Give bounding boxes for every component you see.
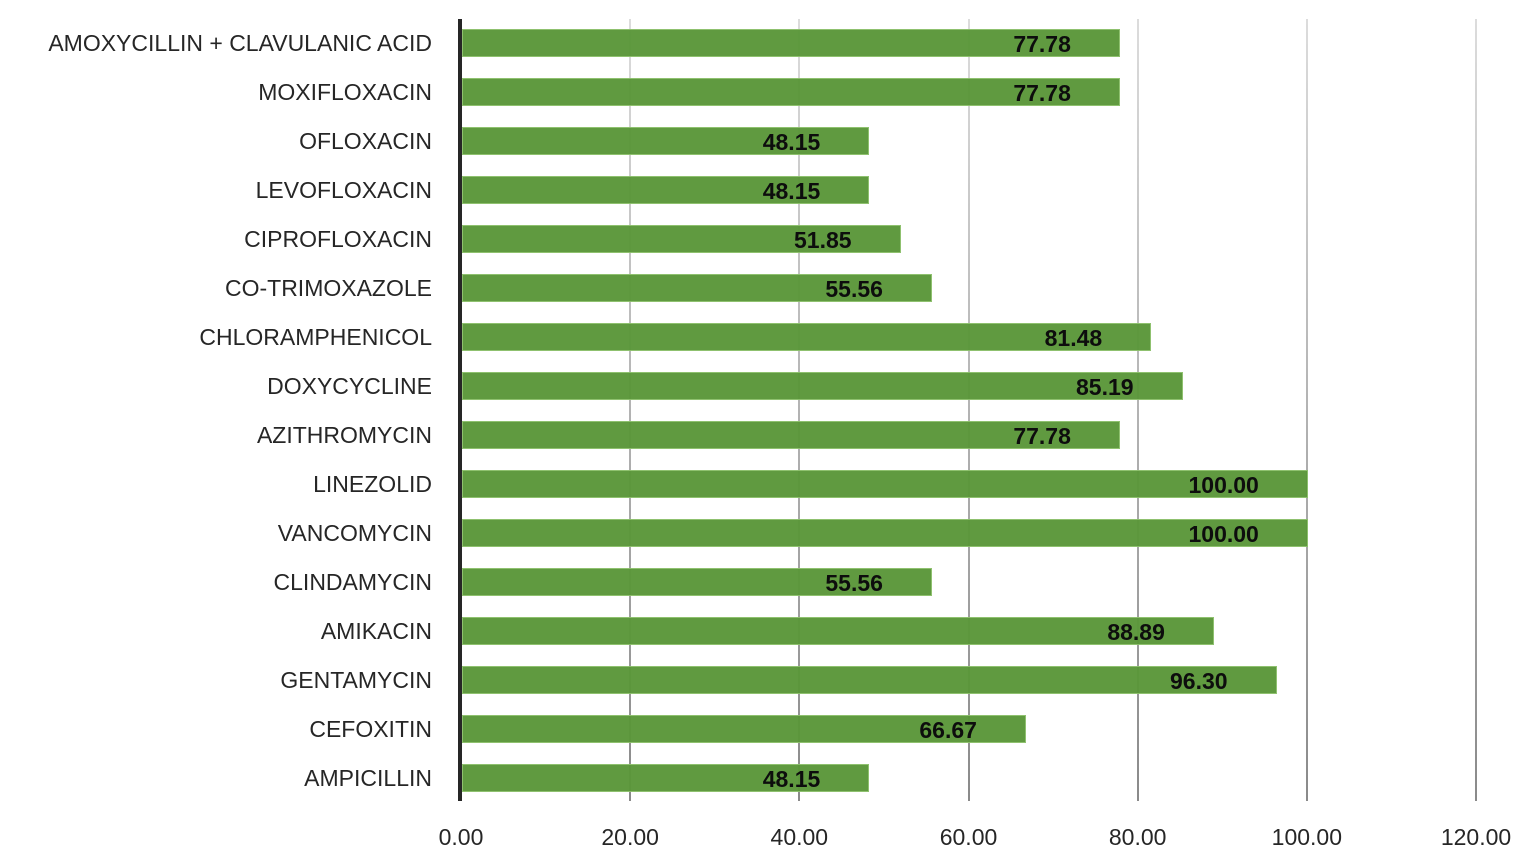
category-label: VANCOMYCIN: [277, 520, 432, 546]
bar: [462, 176, 870, 204]
bar: [462, 519, 1308, 547]
gridline: [629, 19, 632, 801]
bar: [462, 78, 1120, 106]
gridline: [1136, 19, 1139, 801]
x-tick-label: 40.00: [770, 824, 829, 850]
category-label: CIPROFLOXACIN: [244, 226, 432, 252]
bar: [462, 470, 1308, 498]
x-tick-label: 60.00: [939, 824, 998, 850]
x-tick-label: 120.00: [1440, 824, 1512, 850]
bar: [462, 421, 1120, 449]
bar-value-label: 77.78: [1013, 423, 1071, 449]
category-label: LINEZOLID: [313, 471, 432, 497]
category-label: AMOXYCILLIN + CLAVULANIC ACID: [48, 30, 432, 56]
gridline: [1475, 19, 1477, 801]
bar-value-label: 100.00: [1188, 521, 1259, 547]
bar: [462, 617, 1214, 645]
category-label: CLINDAMYCIN: [273, 569, 432, 595]
category-label: CO-TRIMOXAZOLE: [224, 275, 432, 301]
bar: [462, 715, 1026, 743]
bar: [462, 127, 870, 155]
x-tick-label: 80.00: [1108, 824, 1167, 850]
x-tick-label: 0.00: [438, 824, 484, 850]
bar-value-label: 77.78: [1013, 80, 1071, 106]
category-label: AMIKACIN: [320, 618, 432, 644]
category-label: LEVOFLOXACIN: [255, 177, 432, 203]
category-label: AZITHROMYCIN: [256, 422, 432, 448]
y-axis-line: [458, 19, 462, 801]
category-label: DOXYCYCLINE: [267, 373, 432, 399]
bar-value-label: 85.19: [1076, 374, 1134, 400]
bar: [462, 764, 870, 792]
category-label: GENTAMYCIN: [280, 667, 432, 693]
gridline: [798, 19, 801, 801]
bar-value-label: 96.30: [1169, 668, 1228, 694]
bar: [462, 372, 1183, 400]
bar-value-label: 88.89: [1107, 619, 1165, 645]
bar-value-label: 77.78: [1013, 31, 1071, 57]
x-tick-label: 20.00: [601, 824, 659, 850]
bar-value-label: 51.85: [794, 227, 852, 253]
gridline: [1305, 19, 1308, 801]
bar-value-label: 81.48: [1044, 325, 1103, 351]
bar: [462, 225, 901, 253]
bar: [462, 323, 1152, 351]
bar-value-label: 48.15: [762, 766, 821, 792]
bar: [462, 274, 932, 302]
x-tick-label: 100.00: [1271, 824, 1343, 850]
bar-value-label: 48.15: [762, 178, 821, 204]
bar: [462, 568, 932, 596]
bar: [462, 666, 1277, 694]
bar: [462, 29, 1120, 57]
bar-value-label: 55.56: [825, 276, 883, 302]
bar-value-label: 48.15: [762, 129, 821, 155]
category-label: CHLORAMPHENICOL: [199, 324, 432, 350]
category-label: CEFOXITIN: [309, 716, 432, 742]
bar-value-label: 66.67: [919, 717, 977, 743]
bar-value-label: 100.00: [1188, 472, 1259, 498]
category-label: AMPICILLIN: [304, 765, 432, 791]
gridline: [967, 19, 970, 801]
category-label: MOXIFLOXACIN: [258, 79, 432, 105]
category-label: OFLOXACIN: [299, 128, 432, 154]
bar-value-label: 55.56: [825, 570, 883, 596]
